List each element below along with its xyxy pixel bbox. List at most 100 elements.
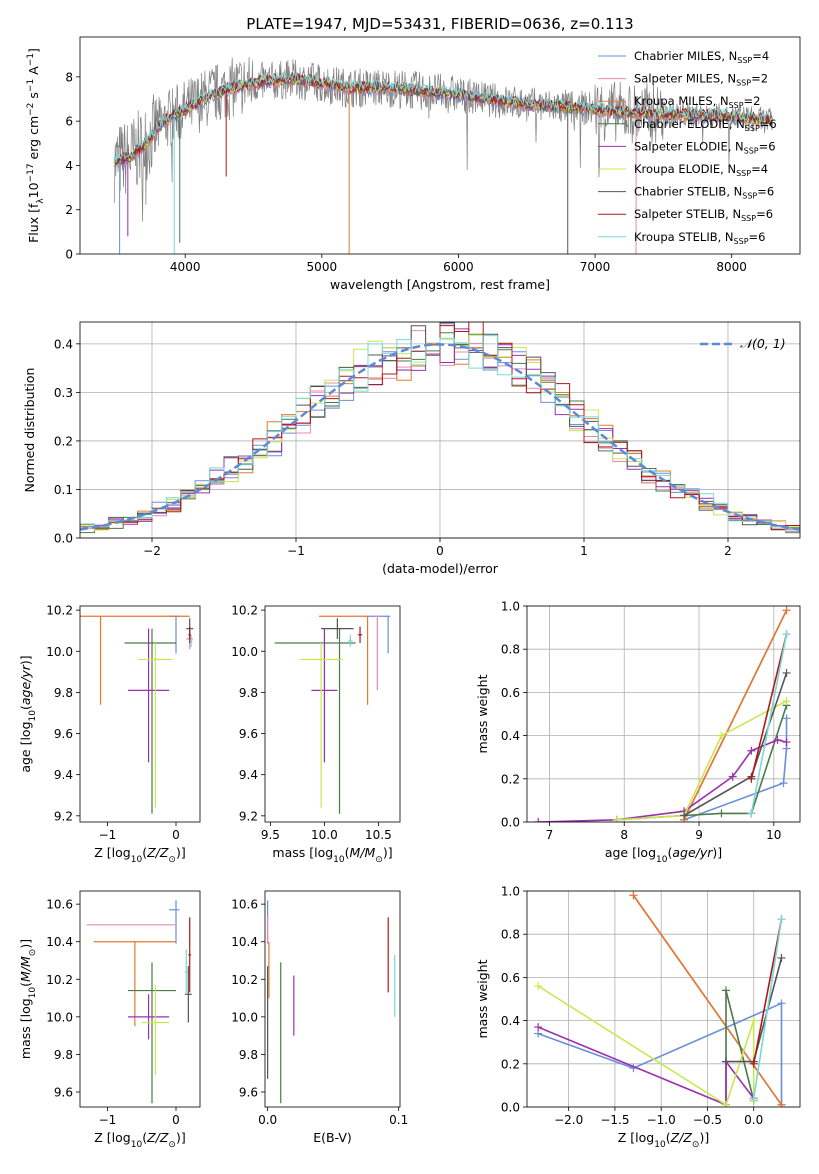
x-tick-label: −0.5 — [693, 1113, 722, 1127]
legend-text: Salpeter MILES, N — [634, 72, 736, 86]
x-tick-label: 2 — [724, 544, 732, 558]
x-tick-label: 0 — [172, 828, 180, 842]
y-tick-label: 0.3 — [54, 386, 73, 400]
x-tick-label: 10 — [766, 828, 781, 842]
normal-legend-label: 𝒩(0, 1) — [740, 336, 786, 351]
legend-label-chabrier_elodie: Chabrier ELODIE, NSSP=6 — [634, 117, 777, 133]
marker-salpeter_elodie — [728, 772, 737, 781]
marker-kroupa_stelib — [777, 915, 786, 924]
x-tick-label: −1 — [99, 1113, 117, 1127]
marker-kroupa_stelib — [747, 809, 756, 818]
x-tick-label: 9 — [695, 828, 703, 842]
legend-text: =6 — [756, 207, 773, 221]
marker-kroupa_elodie — [749, 1016, 758, 1025]
x-tick-label: −1.0 — [647, 1113, 676, 1127]
x-tick-label: 9.5 — [261, 828, 280, 842]
histogram-chabrier_stelib — [80, 322, 800, 528]
y-tick-label: 0.6 — [501, 686, 520, 700]
legend-label-kroupa_stelib: Kroupa STELIB, NSSP=6 — [634, 230, 765, 246]
legend-subscript: SSP — [736, 169, 751, 178]
marker-kroupa_elodie — [717, 731, 726, 740]
marker-chabrier_elodie — [717, 809, 726, 818]
axes-frame — [526, 890, 801, 1108]
marker-kroupa_elodie — [721, 1100, 730, 1107]
legend-subscript: SSP — [741, 214, 756, 223]
x-tick-label: −1.5 — [600, 1113, 629, 1127]
legend-text: Salpeter STELIB, N — [634, 207, 741, 221]
plot-area — [534, 606, 791, 822]
marker-kroupa_miles — [629, 891, 638, 900]
y-tick-label: 10.6 — [46, 898, 73, 912]
axes-frame — [526, 605, 801, 823]
x-tick-label: 7 — [546, 828, 554, 842]
panel-age_vs_Z: −1 0 9.2 9.4 9.6 9.8 10.0 10.2 Z [log10(Z/Z⊙)] ag… — [18, 604, 201, 865]
y-axis-label: Flux [fλ10−17 erg cm−2 s−1 A−1] — [26, 48, 46, 243]
legend-text: =6 — [759, 139, 776, 153]
axes-frame — [79, 321, 801, 539]
axes-frame — [79, 605, 201, 823]
legend-subscript: SSP — [729, 101, 744, 110]
legend-text: =6 — [749, 230, 766, 244]
x-tick-label: −1 — [99, 828, 117, 842]
y-tick-label: 0.0 — [501, 816, 520, 830]
model-spectrum-salpeter_stelib — [113, 71, 773, 164]
y-tick-label: 1.0 — [501, 600, 520, 614]
y-tick-label: 0.2 — [501, 772, 520, 786]
panel-residual_histogram: −2 −1 0 1 2 0.0 0.1 0.2 0.3 0.4 (data-model)/error… — [22, 321, 801, 576]
histogram-kroupa_stelib — [80, 335, 800, 532]
y-tick-label: 6 — [65, 115, 73, 129]
y-tick-label: 10.4 — [46, 935, 73, 949]
x-axis-label: E(B-V) — [313, 1130, 352, 1145]
marker-salpeter_elodie — [747, 746, 756, 755]
y-tick-label: 10.2 — [46, 604, 73, 618]
series-kroupa_stelib — [750, 633, 788, 814]
y-axis-label: Normed distribution — [22, 368, 37, 493]
marker-kroupa_elodie — [534, 982, 543, 991]
series-salpeter_stelib — [752, 918, 783, 1064]
series-salpeter_stelib — [750, 633, 788, 779]
y-tick-label: 0.2 — [501, 1057, 520, 1071]
legend-text: =2 — [744, 94, 761, 108]
x-axis-label: wavelength [Angstrom, rest frame] — [330, 277, 550, 292]
panel-mass_vs_ebv: 0.0 0.1 9.6 9.8 10.0 10.2 10.4 10.6 E(B-V) — [231, 890, 408, 1145]
plot-area — [267, 900, 396, 1104]
legend-label-salpeter_elodie: Salpeter ELODIE, NSSP=6 — [634, 139, 776, 155]
y-axis-label: mass weight — [475, 674, 490, 753]
y-tick-label: 10.0 — [231, 645, 258, 659]
legend-text: Kroupa STELIB, N — [634, 230, 734, 244]
marker-salpeter_elodie — [773, 735, 782, 744]
legend-label-salpeter_miles: Salpeter MILES, NSSP=2 — [634, 72, 768, 88]
y-tick-label: 9.2 — [239, 809, 258, 823]
x-tick-label: 4000 — [170, 260, 201, 274]
marker-chabrier_miles — [777, 999, 786, 1008]
marker-kroupa_stelib — [749, 1094, 758, 1103]
y-tick-label: 4 — [65, 159, 73, 173]
x-tick-label: 1 — [580, 544, 588, 558]
series-kroupa_miles — [632, 894, 783, 1106]
marker-salpeter_elodie — [534, 818, 543, 822]
series-chabrier_miles — [537, 1002, 783, 1105]
marker-kroupa_elodie — [782, 697, 791, 706]
legend-label-chabrier_miles: Chabrier MILES, NSSP=4 — [634, 49, 769, 65]
y-tick-label: 0.0 — [501, 1101, 520, 1115]
y-tick-label: 9.6 — [54, 1085, 73, 1099]
y-tick-label: 8 — [65, 70, 73, 84]
series-chabrier_miles — [683, 718, 788, 821]
marker-chabrier_miles — [782, 714, 791, 723]
marker-kroupa_stelib — [782, 630, 791, 639]
x-tick-label: 0.0 — [744, 1113, 763, 1127]
x-tick-label: −1 — [287, 544, 305, 558]
legend-text: Salpeter ELODIE, N — [634, 139, 744, 153]
plot-area — [80, 322, 800, 534]
marker-chabrier_elodie — [721, 986, 730, 995]
x-tick-label: 6000 — [443, 260, 474, 274]
y-tick-label: 0.8 — [501, 928, 520, 942]
y-tick-label: 9.2 — [54, 809, 73, 823]
grid-lines — [527, 890, 800, 1108]
legend-subscript: SSP — [734, 237, 749, 246]
y-tick-label: 9.8 — [239, 1048, 258, 1062]
y-tick-label: 9.8 — [54, 1048, 73, 1062]
plot-area — [86, 900, 192, 1104]
marker-kroupa_elodie — [612, 815, 621, 822]
